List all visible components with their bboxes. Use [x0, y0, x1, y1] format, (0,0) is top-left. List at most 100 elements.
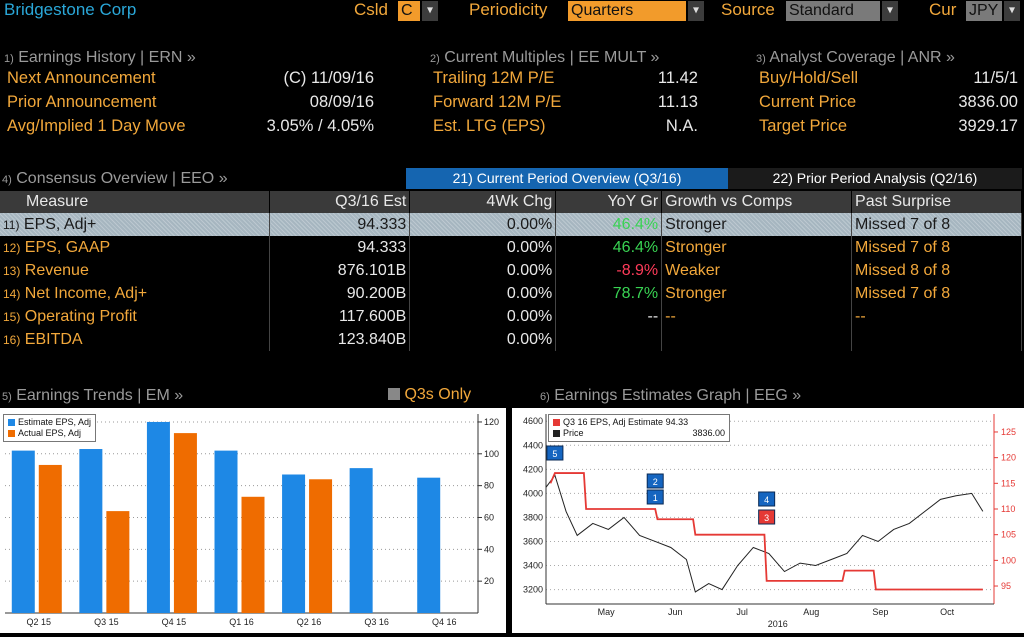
- earnings-history-title[interactable]: 1) Earnings History | ERN »: [4, 49, 196, 66]
- source-select[interactable]: Standard: [786, 1, 880, 21]
- x-tick-label: Q3 16: [364, 617, 389, 627]
- legend-estimate-line-label: Q3 16 EPS, Adj Estimate: [563, 417, 664, 427]
- currency-select[interactable]: JPY: [966, 1, 1002, 21]
- table-header-row: Measure Q3/16 Est 4Wk Chg YoY Gr Growth …: [0, 191, 1022, 213]
- tab-prior-period[interactable]: 22) Prior Period Analysis (Q2/16): [728, 168, 1022, 189]
- col-header-4wk-chg[interactable]: 4Wk Chg: [409, 191, 557, 213]
- y-tick-label: 100: [484, 449, 499, 459]
- cell-estimate: 94.333: [269, 213, 411, 236]
- cell-yoy-gr: 46.4%: [555, 213, 663, 236]
- x-tick-label: Sep: [872, 607, 888, 617]
- col-header-estimate[interactable]: Q3/16 Est: [269, 191, 411, 213]
- earnings-estimates-svg: 3200 3400 3600 3800 4000 4200 4400 4600 95 100 105…: [523, 414, 1016, 629]
- day-move-value: 3.05% / 4.05%: [266, 117, 374, 135]
- event-marker-5[interactable]: 5: [546, 445, 564, 461]
- col-header-growth-vs-comps[interactable]: Growth vs Comps: [661, 191, 853, 213]
- table-row[interactable]: 15) Operating Profit 117.600B 0.00% -- -- --: [0, 305, 1022, 328]
- x-tick-label: Q2 15: [27, 617, 52, 627]
- y-left-tick-label: 3800: [523, 512, 543, 522]
- row-number: 16): [3, 332, 21, 347]
- estimate-bar: [214, 450, 238, 613]
- cell-past-surprise: Missed 8 of 8: [851, 259, 1022, 282]
- cell-growth-vs-comps: [661, 328, 853, 351]
- y-left-tick-label: 4000: [523, 488, 543, 498]
- consensus-table: Measure Q3/16 Est 4Wk Chg YoY Gr Growth …: [0, 191, 1022, 351]
- y-left-tick-label: 4200: [523, 464, 543, 474]
- earnings-trends-legend: Estimate EPS, Adj Actual EPS, Adj: [3, 414, 97, 442]
- currency-dropdown-icon[interactable]: ▼: [1004, 1, 1020, 21]
- price-line-swatch: [553, 430, 560, 438]
- table-row[interactable]: 16) EBITDA 123.840B 0.00%: [0, 328, 1022, 351]
- measure-label: EPS, GAAP: [24, 238, 111, 256]
- col-header-yoy-gr[interactable]: YoY Gr: [555, 191, 663, 213]
- x-tick-label: May: [598, 607, 616, 617]
- checkbox-icon[interactable]: [388, 388, 400, 400]
- current-multiples-section: 2) Current Multiples | EE MULT » Trailin…: [430, 49, 698, 141]
- cell-estimate: 123.840B: [269, 328, 411, 351]
- event-marker-box[interactable]: [646, 489, 664, 505]
- prior-announcement-value: 08/09/16: [309, 93, 374, 111]
- y-tick-label: 80: [484, 481, 494, 491]
- y-left-tick-label: 4600: [523, 416, 543, 426]
- event-marker-box[interactable]: [546, 445, 564, 461]
- actual-swatch: [8, 430, 15, 438]
- cell-estimate: 876.101B: [269, 259, 411, 282]
- event-marker-4[interactable]: 4: [758, 491, 776, 507]
- table-row[interactable]: 11) EPS, Adj+ 94.333 0.00% 46.4% Stronger Mis…: [0, 213, 1022, 236]
- q3s-only-toggle[interactable]: Q3s Only: [388, 386, 471, 404]
- cell-measure: 12) EPS, GAAP: [0, 236, 271, 259]
- event-marker-3[interactable]: 3: [758, 509, 776, 525]
- actual-bar: [241, 496, 265, 613]
- x-tick-label: Jul: [736, 607, 748, 617]
- event-marker-box[interactable]: [646, 473, 664, 489]
- csld-select[interactable]: C: [398, 1, 420, 21]
- forward-pe-label: Forward 12M P/E: [433, 93, 562, 111]
- cell-yoy-gr: 78.7%: [555, 282, 663, 305]
- y-right-tick-label: 100: [1001, 555, 1016, 565]
- current-multiples-title[interactable]: 2) Current Multiples | EE MULT »: [430, 49, 660, 66]
- measure-label: EBITDA: [24, 330, 83, 348]
- buy-hold-sell-value: 11/5/1: [973, 69, 1018, 87]
- x-tick-label: Q1 16: [229, 617, 254, 627]
- day-move-label: Avg/Implied 1 Day Move: [7, 117, 186, 135]
- earnings-trends-title[interactable]: 5) Earnings Trends | EM »: [2, 387, 184, 404]
- estimate-bar: [282, 474, 306, 613]
- earnings-estimates-title[interactable]: 6) Earnings Estimates Graph | EEG »: [540, 387, 802, 404]
- analyst-coverage-section: 3) Analyst Coverage | ANR » Buy/Hold/Sel…: [756, 49, 1018, 141]
- periodicity-dropdown-icon[interactable]: ▼: [688, 1, 704, 21]
- legend-actual-label: Actual EPS, Adj: [18, 428, 82, 438]
- x-tick-label: Q3 15: [94, 617, 119, 627]
- earnings-estimates-chart: 3200 3400 3600 3800 4000 4200 4400 4600 95 100 105…: [512, 408, 1024, 633]
- periodicity-label: Periodicity: [469, 0, 548, 19]
- col-header-past-surprise[interactable]: Past Surprise: [851, 191, 1022, 213]
- cell-measure: 16) EBITDA: [0, 328, 271, 351]
- event-marker-2[interactable]: 2: [646, 473, 664, 489]
- legend-estimate-line-value: 94.33: [665, 417, 689, 427]
- event-marker-box[interactable]: [758, 509, 776, 525]
- cell-growth-vs-comps: Stronger: [661, 282, 853, 305]
- tab-current-period[interactable]: 21) Current Period Overview (Q3/16): [406, 168, 728, 189]
- col-header-measure[interactable]: Measure: [0, 191, 271, 213]
- table-row[interactable]: 14) Net Income, Adj+ 90.200B 0.00% 78.7% Str…: [0, 282, 1022, 305]
- event-marker-box[interactable]: [758, 491, 776, 507]
- x-tick-label: Oct: [940, 607, 955, 617]
- periodicity-select[interactable]: Quarters: [568, 1, 686, 21]
- estimate-bar: [146, 421, 170, 613]
- analyst-coverage-title[interactable]: 3) Analyst Coverage | ANR »: [756, 49, 955, 66]
- company-name[interactable]: Bridgestone Corp: [4, 0, 137, 19]
- cell-estimate: 117.600B: [269, 305, 411, 328]
- consensus-overview-title[interactable]: 4) Consensus Overview | EEO »: [2, 170, 228, 187]
- row-number: 12): [3, 240, 21, 255]
- actual-bar: [173, 433, 197, 613]
- cell-yoy-gr: --: [555, 305, 663, 328]
- source-label: Source: [721, 0, 775, 19]
- source-dropdown-icon[interactable]: ▼: [882, 1, 898, 21]
- event-marker-1[interactable]: 1: [646, 489, 664, 505]
- x-year-label: 2016: [768, 619, 788, 629]
- estimate-bar: [11, 450, 35, 613]
- top-bar: Bridgestone Corp Csld C ▼ Periodicity Qu…: [0, 0, 1024, 24]
- csld-dropdown-icon[interactable]: ▼: [422, 1, 438, 21]
- table-row[interactable]: 13) Revenue 876.101B 0.00% -8.9% Weaker Misse…: [0, 259, 1022, 282]
- forward-pe-value: 11.13: [657, 93, 698, 111]
- table-row[interactable]: 12) EPS, GAAP 94.333 0.00% 46.4% Stronger Mis…: [0, 236, 1022, 259]
